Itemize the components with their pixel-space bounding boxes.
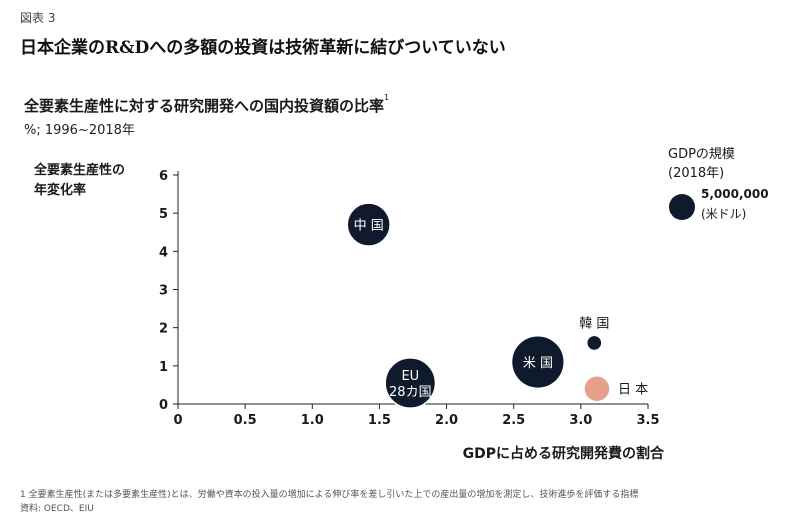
legend-value: 5,000,000 (701, 187, 769, 201)
bubble (585, 334, 603, 352)
y-tick-label: 4 (159, 245, 168, 260)
y-tick-label: 6 (159, 169, 168, 184)
y-tick-label: 0 (159, 398, 168, 413)
x-tick-label: 3.0 (569, 413, 592, 428)
bubble (510, 334, 565, 390)
chart-title-text: 全要素生産性に対する研究開発への国内投資額の比率 (24, 97, 385, 115)
main-title: 日本企業のR&Dへの多額の投資は技術革新に結びついていない (20, 38, 506, 58)
x-axis-label: GDPに占める研究開発費の割合 (462, 446, 664, 462)
y-axis-label: 全要素生産性の 年変化率 (34, 163, 126, 198)
footnote: 1 全要素生産性(または多要素生産性)とは、労働や資本の投入量の増加による伸び率… (20, 488, 638, 516)
y-tick-label: 5 (159, 207, 168, 222)
legend-bubble (669, 194, 695, 220)
y-tick-label: 3 (159, 284, 168, 299)
bubble (583, 374, 611, 403)
bubble-label: 中 国 (354, 219, 384, 234)
bubble-label: EU (401, 369, 419, 384)
x-tick-label: 3.5 (636, 413, 659, 428)
chart-title-footnote-mark: 1 (384, 93, 390, 102)
x-tick-label: 2.0 (435, 413, 458, 428)
chart-title: 全要素生産性に対する研究開発への国内投資額の比率1 (24, 93, 390, 116)
x-tick-label: 0.5 (234, 413, 257, 428)
legend-unit: (米ドル) (701, 207, 747, 221)
footnote-source: 資料: OECD、EIU (20, 504, 94, 514)
bubble-label: 28カ国 (389, 385, 432, 400)
bubble (384, 357, 437, 409)
footnote-line-1: 1 全要素生産性(または多要素生産性)とは、労働や資本の投入量の増加による伸び率… (20, 490, 639, 500)
chart-subtitle: %; 1996~2018年 (24, 123, 135, 138)
y-tick-label: 1 (159, 360, 168, 375)
x-tick-label: 0 (173, 413, 182, 428)
figure-label: 図表 3 (20, 11, 56, 25)
y-tick-label: 2 (159, 322, 168, 337)
bubble-label: 韓 国 (579, 316, 609, 331)
x-tick-label: 1.0 (301, 413, 324, 428)
x-tick-label: 2.5 (502, 413, 525, 428)
bubble (346, 202, 391, 247)
legend-title: GDPの規模 (2018年) (668, 147, 735, 181)
x-tick-label: 1.5 (368, 413, 391, 428)
bubble-label: 日 本 (618, 383, 648, 398)
bubble-label: 米 国 (523, 356, 553, 371)
